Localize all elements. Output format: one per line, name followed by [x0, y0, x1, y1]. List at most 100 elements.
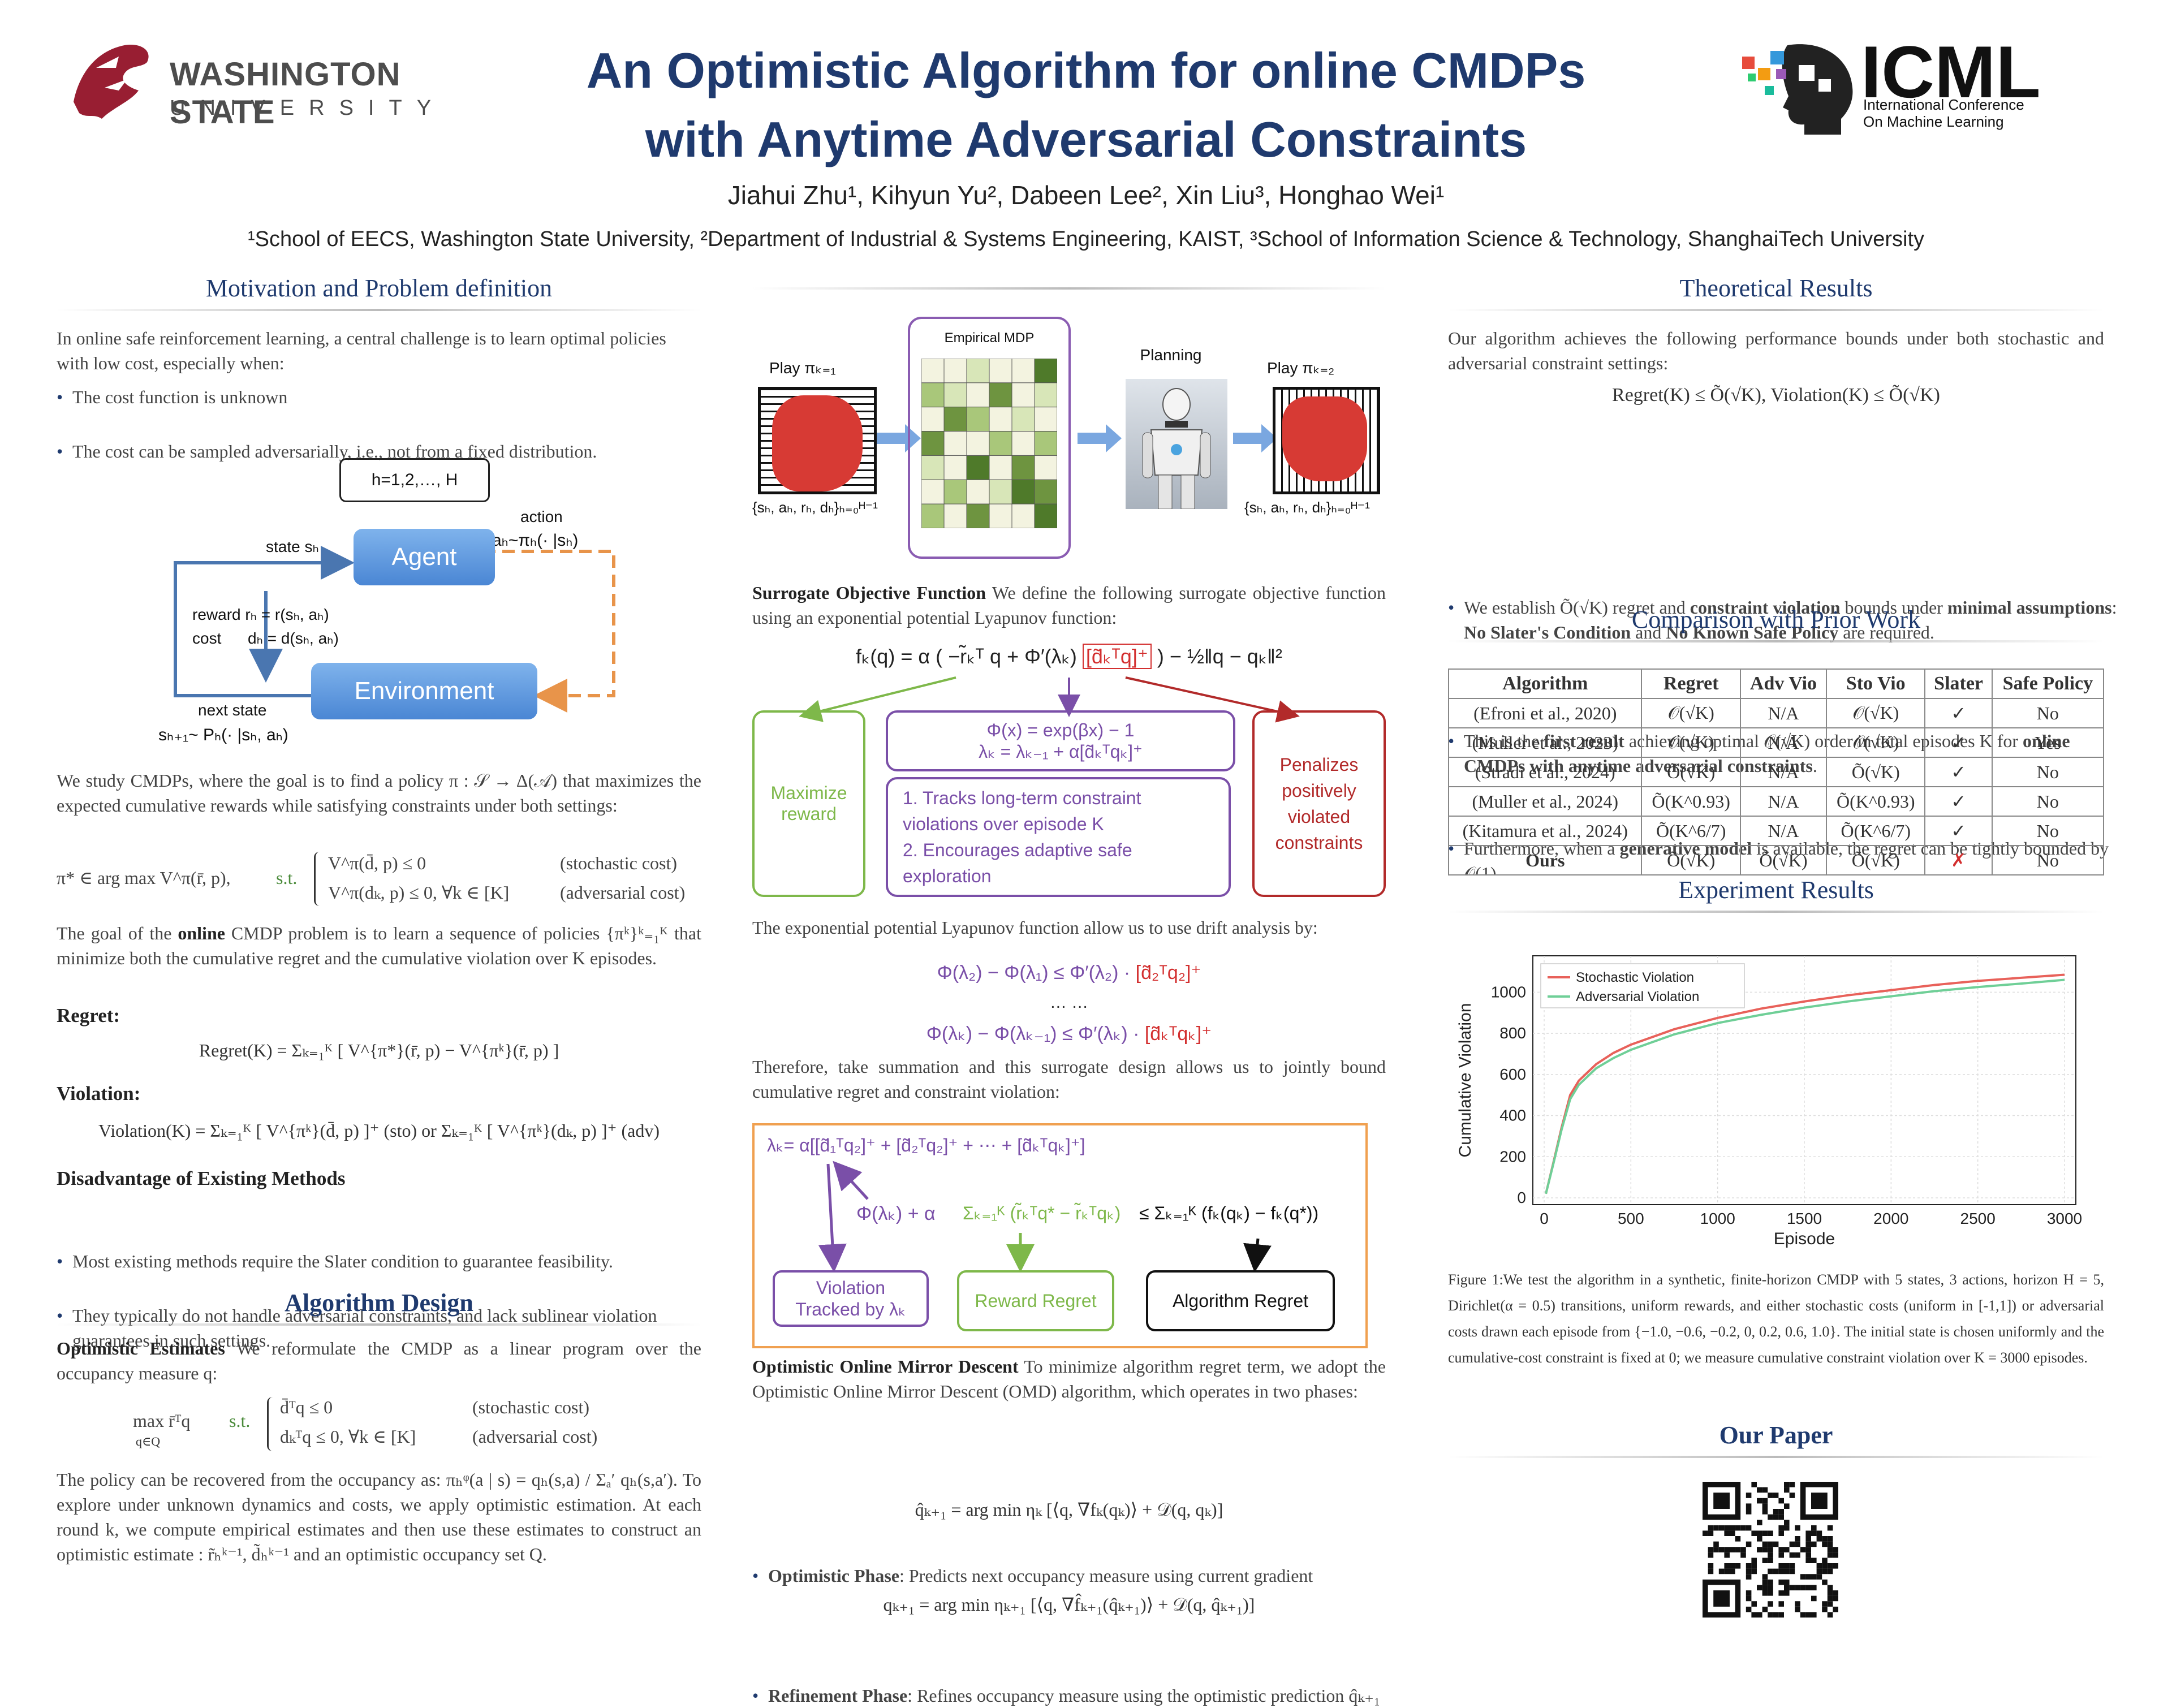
qr-module: [1778, 1563, 1784, 1569]
qr-module: [1762, 1574, 1768, 1580]
qr-module: [1768, 1590, 1773, 1596]
disadvantage-head: Disadvantage of Existing Methods: [57, 1167, 346, 1189]
cost-label: cost dₕ = d(sₕ, aₕ): [192, 629, 339, 647]
table-cell: (Stradi et al., 2024): [1447, 757, 1643, 787]
grid-cell: [966, 359, 990, 383]
grid-cell: [989, 479, 1012, 504]
qr-module: [1784, 1482, 1790, 1487]
qr-module: [1708, 1563, 1714, 1569]
horizon-box: h=1,2,…, H: [339, 458, 490, 502]
maze2-blob: [1282, 396, 1367, 481]
paper-qr-code[interactable]: [1703, 1482, 1838, 1618]
goal-text-2: CMDP problem is to learn a sequence of p…: [57, 923, 702, 968]
robot-icon: [1142, 388, 1211, 509]
table-row: (Muller et al., 2024) Õ(K^0.93) N/A Õ(K^0.9…: [1447, 786, 2105, 817]
qr-module: [1768, 1493, 1773, 1498]
cmdp-problem: π* ∈ arg max V^π(r̄, p), s.t. V^π(d̄, p)…: [57, 848, 713, 911]
empirical-mdp-label: Empirical MDP: [944, 330, 1035, 346]
drift-dots: … …: [1049, 993, 1089, 1012]
y-tick-label: 0: [1517, 1189, 1526, 1206]
grid-cell: [943, 479, 967, 504]
violation-head: Violation:: [57, 1082, 141, 1105]
qr-module: [1784, 1579, 1790, 1585]
table-cell: ✓: [1924, 816, 1993, 846]
x-axis-label: Episode: [1774, 1230, 1835, 1248]
cmdp-st: s.t.: [276, 868, 298, 888]
qr-module: [1708, 1568, 1714, 1575]
qr-module: [1708, 1552, 1714, 1558]
cmdp-objective: π* ∈ arg max V^π(r̄, p),: [57, 868, 231, 888]
qr-module: [1757, 1585, 1762, 1590]
qr-module: [1827, 1541, 1833, 1547]
theory-b1-f: No Slater's Condition: [1464, 622, 1631, 642]
qr-module: [1746, 1503, 1752, 1509]
wsu-logo: WASHINGTON STATE UNIVERSITY: [62, 34, 492, 131]
legend-entry: Adversarial Violation: [1576, 989, 1699, 1004]
grid-cell: [1011, 479, 1035, 504]
table-cell: Õ(√K): [1641, 845, 1741, 875]
grid-cell: [989, 455, 1012, 480]
table-cell: Õ(√K): [1826, 845, 1926, 875]
qr-module: [1762, 1530, 1768, 1536]
experiment-caption: Figure 1:We test the algorithm in a synt…: [1448, 1271, 2104, 1366]
empirical-mdp-grid: [921, 359, 1057, 528]
qr-module: [1713, 1547, 1719, 1552]
col-header: Slater: [1924, 668, 1993, 699]
table-cell: ✓: [1924, 727, 1993, 758]
penalize-box: Penalizes positively violated constraint…: [1252, 710, 1386, 897]
goal-bold: online: [178, 923, 225, 943]
theory-bullet: We establish Õ(√K) regret and constraint…: [1448, 595, 2120, 645]
comparison-title: Comparison with Prior Work: [1631, 606, 1921, 633]
drift-eq2-left: Φ(λₖ) − Φ(λₖ₋₁) ≤ Φ′(λₖ) ·: [926, 1023, 1145, 1045]
lp-c2-label: (adversarial cost): [472, 1426, 598, 1447]
qr-module: [1773, 1541, 1779, 1547]
omd-phase1-text: : Predicts next occupancy measure using …: [899, 1565, 1313, 1586]
grid-cell: [966, 382, 990, 408]
qr-module: [1718, 1547, 1725, 1552]
qr-module: [1768, 1530, 1773, 1536]
qr-module: [1827, 1568, 1833, 1575]
qr-module: [1703, 1530, 1708, 1536]
qr-module: [1805, 1547, 1811, 1552]
qr-module: [1795, 1536, 1800, 1542]
qr-module: [1833, 1552, 1838, 1558]
table-row: Ours Õ(√K) Õ(√K) Õ(√K) ✗ No: [1447, 845, 2105, 875]
affiliations: ¹School of EECS, Washington State Univer…: [247, 227, 1925, 251]
grid-cell: [989, 359, 1012, 383]
grid-cell: [921, 359, 945, 383]
bound-arrows: [818, 1161, 1272, 1273]
table-cell: (Muller et al., 2024): [1447, 786, 1643, 817]
middle-top-rule: [752, 287, 1386, 290]
poster-title-line1: An Optimistic Algorithm for online CMDPs: [586, 42, 1586, 98]
qr-module: [1746, 1574, 1752, 1580]
col-header: Algorithm: [1447, 668, 1643, 699]
grid-cell: [1011, 503, 1035, 528]
table-cell: N/A: [1739, 727, 1828, 758]
y-tick-label: 800: [1499, 1024, 1526, 1042]
qr-module: [1746, 1525, 1752, 1531]
qr-module: [1795, 1606, 1800, 1612]
table-cell: Õ(K^6/7): [1826, 816, 1926, 846]
qr-module: [1751, 1601, 1757, 1607]
qr-module: [1778, 1530, 1784, 1536]
qr-module: [1789, 1493, 1795, 1498]
qr-module: [1746, 1509, 1752, 1515]
planning-label: Planning: [1140, 346, 1202, 364]
qr-module: [1773, 1493, 1779, 1498]
comparison-table: Algorithm Regret Adv Vio Sto Vio Slater …: [1447, 668, 2105, 875]
surrogate-eq-right: ) − ½‖q − qₖ‖²: [1151, 645, 1283, 668]
bound-reward: Σₖ₌₁ᴷ (r̃ₖᵀq* − r̃ₖᵀqₖ): [963, 1203, 1121, 1223]
qr-module: [1730, 1563, 1735, 1569]
qr-module: [1778, 1579, 1784, 1585]
environment-box: Environment: [311, 663, 537, 719]
qr-module: [1757, 1530, 1762, 1536]
tuple2: {sₕ, aₕ, rₕ, dₕ}ₕ₌₀ᴴ⁻¹: [1244, 499, 1370, 516]
violation-tracked-box: Violation Tracked by λₖ: [773, 1270, 929, 1327]
grid-cell: [943, 431, 967, 456]
qr-module: [1805, 1574, 1811, 1580]
grid-cell: [1011, 407, 1035, 432]
qr-module: [1833, 1590, 1838, 1596]
qr-module: [1708, 1547, 1714, 1552]
qr-module: [1805, 1536, 1811, 1542]
cmdp-c1-label: (stochastic cost): [560, 853, 678, 873]
